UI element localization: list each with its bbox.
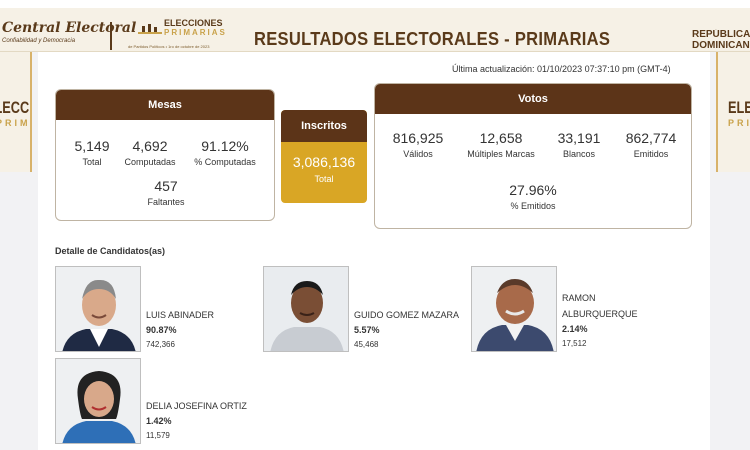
- mesas-card: Mesas 5,149 Total 4,692 Computadas 91.12…: [55, 89, 275, 221]
- country-line2: DOMINICANA: [692, 40, 750, 51]
- mesas-pct-label: % Computadas: [194, 157, 256, 167]
- candidate-photo: [471, 266, 557, 352]
- page-title: RESULTADOS ELECTORALES - PRIMARIAS: [254, 29, 611, 49]
- inscritos-card: Inscritos 3,086,136 Total: [281, 110, 367, 203]
- candidate-percent: 1.42%: [146, 416, 172, 426]
- candidate-name: RAMON: [562, 293, 596, 303]
- candidate-votes: 11,579: [146, 431, 170, 440]
- votos-emitidos-value: 862,774: [625, 130, 677, 146]
- mesas-total-value: 5,149: [74, 138, 110, 154]
- votos-emitidos: 862,774 Emitidos: [615, 130, 687, 159]
- votos-blancos-label: Blancos: [562, 149, 596, 159]
- votos-blancos-value: 33,191: [557, 130, 601, 146]
- mesas-computadas-value: 4,692: [132, 138, 168, 154]
- votos-blancos: 33,191 Blancos: [547, 130, 611, 159]
- votos-emitidos-label: Emitidos: [633, 149, 669, 159]
- votos-pct-emitidos: 27.96% % Emitidos: [491, 182, 575, 211]
- candidate-card[interactable]: LUIS ABINADER 90.87% 742,366: [55, 266, 255, 356]
- votos-validos-label: Válidos: [403, 149, 433, 159]
- country-label: REPÚBLICA DOMINICANA: [692, 29, 750, 51]
- candidate-percent: 5.57%: [354, 325, 380, 335]
- mesas-faltantes-label: Faltantes: [147, 197, 185, 207]
- candidate-photo: [55, 266, 141, 352]
- mesas-total-label: Total: [82, 157, 102, 167]
- candidates-section-title: Detalle de Candidatos(as): [55, 246, 166, 256]
- mesas-faltantes: 457 Faltantes: [126, 178, 206, 207]
- candidate-name-line2: ALBURQUERQUE: [562, 309, 638, 319]
- candidate-card[interactable]: GUIDO GOMEZ MAZARA 5.57% 45,468: [263, 266, 468, 356]
- jce-logo-text[interactable]: Central Electoral: [2, 20, 137, 36]
- mesas-computadas-label: Computadas: [124, 157, 176, 167]
- candidate-card[interactable]: DELIA JOSEFINA ORTIZ 1.42% 11,579: [55, 358, 275, 446]
- mesas-pct-value: 91.12%: [201, 138, 249, 154]
- votos-validos: 816,925 Válidos: [381, 130, 455, 159]
- side-right-word2: PRIMARIAS: [728, 118, 750, 128]
- header-banner: Central Electoral Confiabilidad y Democr…: [0, 8, 750, 52]
- person-avatar-icon: [56, 267, 140, 351]
- elecciones-logo: ELECCIONES PRIMARIAS de Partidos Polític…: [124, 18, 225, 52]
- mesas-title: Mesas: [56, 90, 274, 120]
- last-update-text: Última actualización: 01/10/2023 07:37:1…: [452, 64, 671, 74]
- left-side-banner: ELECCIONES PRIMARIAS: [0, 52, 32, 172]
- candidate-photo: [55, 358, 141, 444]
- elecciones-word: ELECCIONES: [164, 18, 223, 28]
- person-avatar-icon: [56, 359, 140, 443]
- inscritos-title: Inscritos: [281, 110, 367, 142]
- side-left-word: ELECCIONES: [0, 98, 30, 117]
- votos-multiples-value: 12,658: [479, 130, 523, 146]
- votos-validos-value: 816,925: [392, 130, 444, 146]
- browser-top-strip: [0, 0, 750, 8]
- candidate-votes: 45,468: [354, 340, 379, 349]
- jce-tagline: Confiabilidad y Democracia: [2, 38, 76, 44]
- votos-pct-value: 27.96%: [509, 182, 557, 198]
- elections-date: de Partidos Políticos • 1ro de octubre d…: [128, 44, 210, 49]
- candidate-card[interactable]: RAMON ALBURQUERQUE 2.14% 17,512: [471, 266, 691, 356]
- candidate-name: LUIS ABINADER: [146, 310, 215, 320]
- candidate-percent: 90.87%: [146, 325, 177, 335]
- flag-icon: [138, 24, 162, 34]
- candidate-name: GUIDO GOMEZ MAZARA: [354, 310, 460, 320]
- mesas-total: 5,149 Total: [64, 138, 120, 167]
- person-avatar-icon: [472, 267, 556, 351]
- primarias-word: PRIMARIAS: [164, 28, 227, 37]
- candidate-photo: [263, 266, 349, 352]
- candidate-votes: 742,366: [146, 340, 175, 349]
- right-side-banner: ELECCIONES PRIMARIAS: [716, 52, 750, 172]
- side-right-word: ELECCIONES: [728, 98, 750, 117]
- votos-card: Votos 816,925 Válidos 12,658 Múltiples M…: [374, 83, 692, 229]
- votos-multiples: 12,658 Múltiples Marcas: [459, 130, 543, 159]
- candidate-votes: 17,512: [562, 339, 587, 348]
- votos-title: Votos: [375, 84, 691, 114]
- country-line1: REPÚBLICA: [692, 29, 750, 40]
- votos-multiples-label: Múltiples Marcas: [467, 149, 535, 159]
- mesas-computadas: 4,692 Computadas: [118, 138, 182, 167]
- person-avatar-icon: [264, 267, 348, 351]
- header-divider: [110, 22, 112, 50]
- candidate-percent: 2.14%: [562, 324, 588, 334]
- candidate-name: DELIA JOSEFINA ORTIZ: [146, 401, 247, 411]
- votos-pct-label: % Emitidos: [510, 201, 556, 211]
- side-left-word2: PRIMARIAS: [0, 118, 31, 128]
- mesas-pct-computadas: 91.12% % Computadas: [184, 138, 266, 167]
- mesas-faltantes-value: 457: [154, 178, 178, 194]
- inscritos-value: 3,086,136: [292, 154, 356, 170]
- inscritos-label: Total: [314, 174, 334, 184]
